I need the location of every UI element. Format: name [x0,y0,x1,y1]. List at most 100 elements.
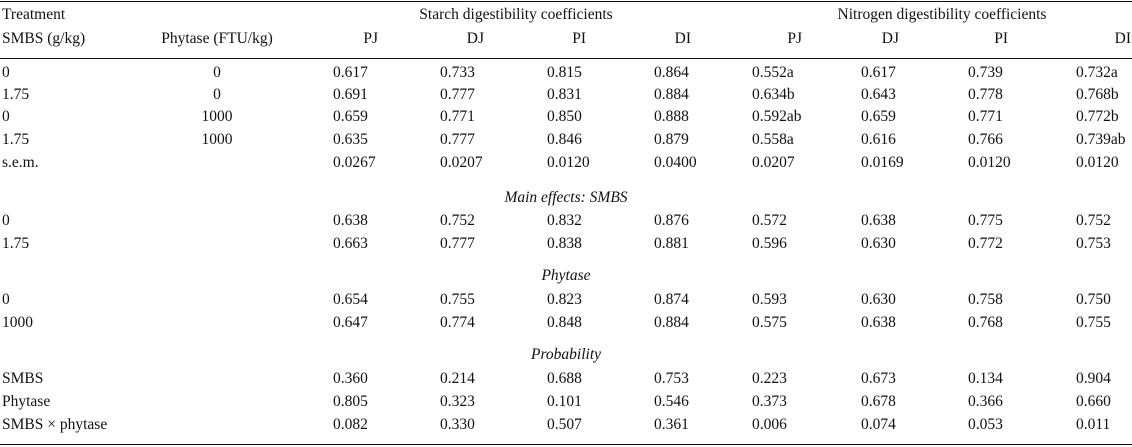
table-cell: 0.772 [968,235,1003,252]
table-cell: 0.778 [968,86,1003,103]
table-cell: 0.006 [752,416,787,433]
table-cell: 0.772b [1076,108,1119,125]
table-cell: 0.053 [968,416,1003,433]
header-smbs: SMBS (g/kg) [2,30,86,47]
table-cell: 0.775 [968,212,1003,229]
table-cell: 0.848 [547,314,582,331]
table-cell: 0.0267 [333,154,376,171]
table-cell: 0.733 [440,64,475,81]
bottom-rule [0,444,1132,445]
table-cell: 0.771 [968,108,1003,125]
table-row-smbs: 1.75 [2,86,30,103]
table-cell: 0.777 [440,235,475,252]
table-row-label: 0 [2,212,10,229]
table-cell: 0.630 [861,291,896,308]
table-cell: 0.884 [654,86,689,103]
table-cell: 0.0120 [1076,154,1119,171]
table-cell: 0.643 [861,86,896,103]
header-phytase: Phytase (FTU/kg) [161,30,273,47]
table-cell: 0.214 [440,370,475,387]
table-cell: 0.360 [333,370,368,387]
table-cell: 0.638 [861,314,896,331]
table-row-smbs: 0 [2,108,10,125]
header-rule [0,58,1132,59]
section-title: Probability [530,346,602,363]
top-rule [0,1,1132,2]
table-cell: 0.647 [333,314,368,331]
table-cell: 0.616 [861,131,896,148]
table-cell: 0.635 [333,131,368,148]
table-cell: 0.753 [1076,235,1111,252]
table-cell: 0.673 [861,370,896,387]
table-row-phytase: 0 [213,64,221,81]
table-cell: 0.752 [1076,212,1111,229]
header-col-0: PJ [363,30,378,47]
table-cell: 0.888 [654,108,689,125]
table-row-label: 1.75 [2,235,30,252]
table-cell: 0.904 [1076,370,1111,387]
table-row-smbs: 1.75 [2,131,30,148]
table-cell: 0.654 [333,291,368,308]
table-cell: 0.755 [1076,314,1111,331]
table-cell: 0.617 [333,64,368,81]
table-cell: 0.805 [333,393,368,410]
table-cell: 0.323 [440,393,475,410]
table-cell: 0.0207 [440,154,483,171]
table-cell: 0.678 [861,393,896,410]
table-row-label: Phytase [2,393,51,410]
table-cell: 0.739 [968,64,1003,81]
table-row-phytase: 1000 [201,131,233,148]
table-cell: 0.546 [654,393,689,410]
table-cell: 0.815 [547,64,582,81]
header-col-4: PJ [787,30,802,47]
table-cell: 0.750 [1076,291,1111,308]
table-cell: 0.011 [1076,416,1111,433]
table-cell: 0.864 [654,64,689,81]
table-cell: 0.660 [1076,393,1111,410]
table-cell: 0.596 [752,235,787,252]
table-cell: 0.755 [440,291,475,308]
table-cell: 0.558a [752,131,794,148]
table-cell: 0.074 [861,416,896,433]
table-cell: 0.766 [968,131,1003,148]
table-cell: 0.638 [333,212,368,229]
table-cell: 0.881 [654,235,689,252]
table-cell: 0.638 [861,212,896,229]
table-cell: 0.752 [440,212,475,229]
table-cell: 0.552a [752,64,794,81]
table-cell: 0.0400 [654,154,697,171]
header-col-1: DJ [466,30,484,47]
header-treatment: Treatment [2,6,66,23]
table-row-smbs: s.e.m. [2,154,39,171]
table-cell: 0.572 [752,212,787,229]
table-cell: 0.777 [440,131,475,148]
table-cell: 0.082 [333,416,368,433]
table-cell: 0.758 [968,291,1003,308]
table-cell: 0.753 [654,370,689,387]
table-cell: 0.768 [968,314,1003,331]
table-cell: 0.739ab [1076,131,1126,148]
table-cell: 0.634b [752,86,795,103]
header-col-3: DI [674,30,691,47]
table-cell: 0.884 [654,314,689,331]
table-cell: 0.663 [333,235,368,252]
table-cell: 0.846 [547,131,582,148]
table-cell: 0.507 [547,416,582,433]
table-cell: 0.330 [440,416,475,433]
table-cell: 0.366 [968,393,1003,410]
table-cell: 0.850 [547,108,582,125]
table-cell: 0.101 [547,393,582,410]
header-col-7: DI [1114,30,1131,47]
table-cell: 0.823 [547,291,582,308]
header-col-6: PI [994,30,1008,47]
table-cell: 0.874 [654,291,689,308]
table-row-phytase: 1000 [201,108,233,125]
table-cell: 0.134 [968,370,1003,387]
table-cell: 0.659 [861,108,896,125]
table-cell: 0.768b [1076,86,1119,103]
table-row-label: SMBS × phytase [2,416,108,433]
table-cell: 0.361 [654,416,689,433]
table-cell: 0.592ab [752,108,802,125]
table-row-label: 1000 [2,314,33,331]
table-row-phytase: 0 [213,86,221,103]
